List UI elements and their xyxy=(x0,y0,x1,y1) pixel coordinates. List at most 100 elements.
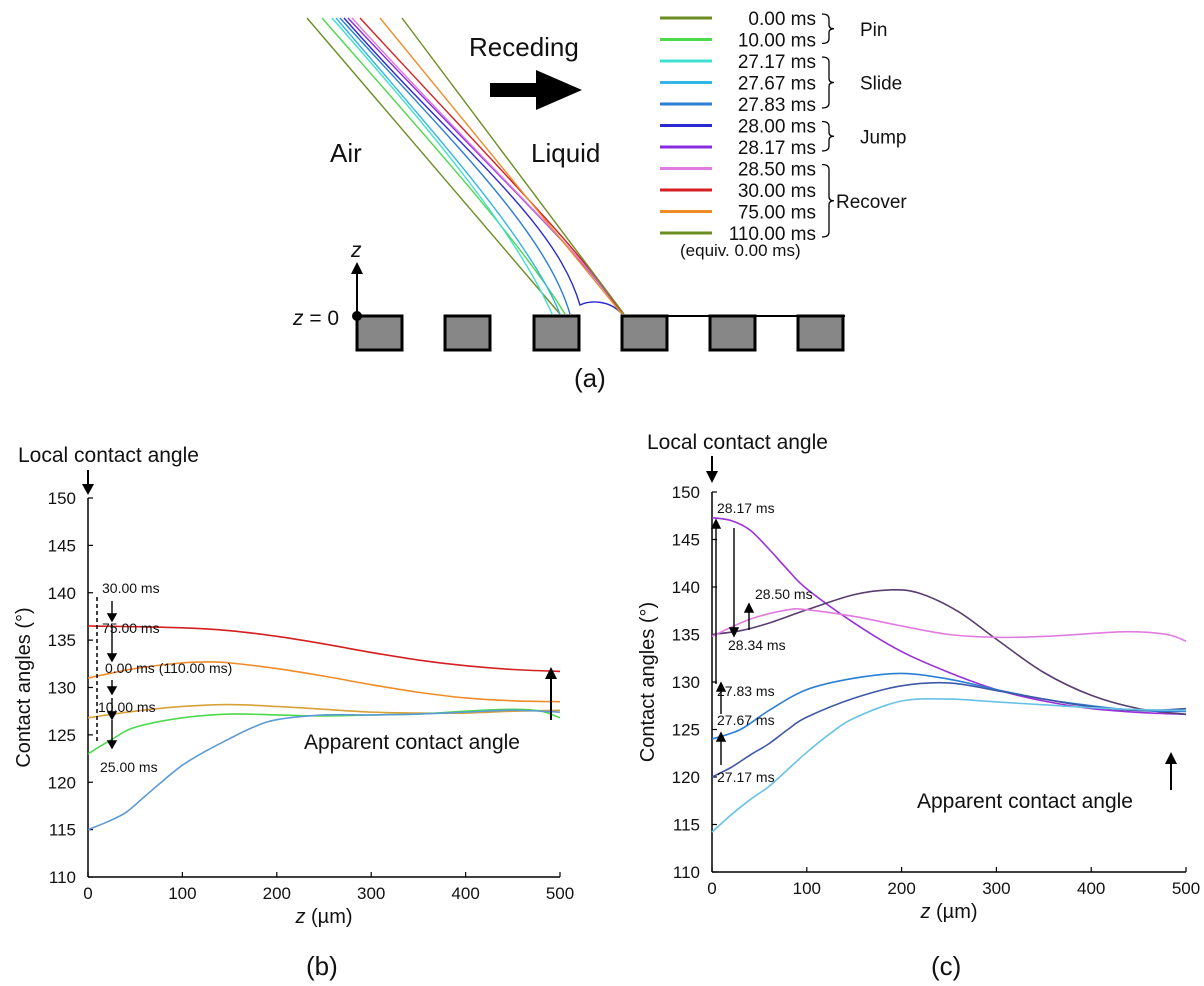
group-label: Jump xyxy=(860,127,906,148)
pillar-array xyxy=(355,314,845,352)
legend-entry: 27.67 ms xyxy=(738,74,816,95)
panel-b-chart: 0 100 200 300 400 500 110 115 120 125 130 135 140 145… xyxy=(13,444,574,981)
panel-c-apparent-label: Apparent contact angle xyxy=(917,790,1133,813)
interface-profile-line xyxy=(306,17,561,315)
y-tick-label: 135 xyxy=(48,631,76,650)
interface-profiles xyxy=(306,17,625,315)
legend-entry: 27.83 ms xyxy=(738,95,816,116)
panel-b-local-label: Local contact angle xyxy=(18,444,199,467)
interface-profile-line xyxy=(343,17,623,315)
y-tick-label: 115 xyxy=(49,821,76,840)
panel-b-jump-arrows-icon xyxy=(106,601,118,750)
panel-a-schematic: Receding Air Liquid z z = 0 0.00 ms10.00… xyxy=(292,9,907,393)
panel-c-axes: 0 100 200 300 400 500 110 115 120 125 130 135 140 145… xyxy=(637,483,1200,923)
x-tick-label: 300 xyxy=(982,879,1010,898)
x-axis-label: z (µm) xyxy=(919,901,977,923)
series-line-75-00-ms xyxy=(87,661,561,703)
panel-c-label: (c) xyxy=(931,951,961,981)
pillar xyxy=(708,314,757,352)
pillar xyxy=(443,314,492,352)
group-brace-icon xyxy=(821,120,835,152)
series-line-27-83-ms xyxy=(711,672,1187,740)
pillar xyxy=(532,314,581,352)
liquid-label: Liquid xyxy=(531,138,600,168)
group-brace-icon xyxy=(821,56,835,109)
x-tick-label: 300 xyxy=(357,884,385,903)
series-line-0-00-ms-110-00-ms- xyxy=(87,703,561,719)
panel-a-label: (a) xyxy=(574,363,606,393)
apparent-arrow-icon xyxy=(1165,752,1177,790)
panel-b-axes: 0 100 200 300 400 500 110 115 120 125 130 135 140 145… xyxy=(13,489,574,928)
y-tick-label: 130 xyxy=(48,679,76,698)
series-line-27-17-ms xyxy=(711,697,1187,833)
z-axis-arrow-icon xyxy=(351,262,363,321)
group-brace-icon xyxy=(821,13,835,45)
z-axis-label: z xyxy=(350,239,362,262)
z-zero-label: z = 0 xyxy=(292,307,339,330)
legend-entry: 10.00 ms xyxy=(738,31,816,52)
pillar xyxy=(796,314,845,352)
panel-b-label: (b) xyxy=(306,951,338,981)
pillar xyxy=(620,314,669,352)
x-tick-label: 500 xyxy=(546,884,574,903)
legend-entry: 28.17 ms xyxy=(738,138,816,159)
series-line-27-67-ms xyxy=(711,681,1187,778)
y-tick-label: 130 xyxy=(672,673,700,692)
legend-entry: 30.00 ms xyxy=(738,181,816,202)
x-tick-label: 0 xyxy=(707,879,716,898)
pillar xyxy=(355,314,404,352)
y-tick-label: 120 xyxy=(48,773,76,792)
y-tick-label: 145 xyxy=(672,531,700,550)
x-tick-label: 100 xyxy=(793,879,821,898)
panel-b-label-10ms: 10.00 ms xyxy=(98,699,156,715)
y-tick-label: 150 xyxy=(672,483,700,502)
local-arrow-icon xyxy=(82,470,94,495)
legend-entry: 75.00 ms xyxy=(738,203,816,224)
panel-b-label-0ms: 0.00 ms (110.00 ms) xyxy=(105,660,232,676)
y-tick-label: 135 xyxy=(672,626,700,645)
series-line-28-17-ms xyxy=(711,516,1187,716)
group-label: Pin xyxy=(860,20,887,41)
y-tick-label: 140 xyxy=(48,584,76,603)
series-line-28-50-ms xyxy=(711,607,1187,642)
panel-c-label-2767ms: 27.67 ms xyxy=(717,712,775,728)
x-tick-label: 200 xyxy=(887,879,915,898)
y-tick-label: 145 xyxy=(48,536,76,555)
x-axis-label: z (µm) xyxy=(294,906,352,928)
panel-b-apparent-label: Apparent contact angle xyxy=(304,731,520,754)
x-tick-label: 500 xyxy=(1172,879,1200,898)
panel-c-label-2850ms: 28.50 ms xyxy=(755,586,813,602)
y-tick-label: 125 xyxy=(48,726,76,745)
y-tick-label: 110 xyxy=(673,863,700,882)
legend-entry: 110.00 ms xyxy=(729,224,816,245)
panel-b-label-30ms: 30.00 ms xyxy=(102,580,160,596)
panel-c-jump-arrows-icon xyxy=(710,518,755,765)
y-axis-label: Contact angles (°) xyxy=(637,602,659,762)
panel-c-local-label: Local contact angle xyxy=(647,431,828,454)
panel-c-chart: 0 100 200 300 400 500 110 115 120 125 130 135 140 145… xyxy=(637,431,1200,981)
y-tick-label: 120 xyxy=(672,768,700,787)
legend-entry: 28.00 ms xyxy=(738,117,816,138)
local-arrow-icon xyxy=(706,456,718,483)
receding-arrow-icon xyxy=(490,70,582,110)
series-line-28-34-ms xyxy=(711,589,1187,716)
panel-c-label-2834ms: 28.34 ms xyxy=(728,637,786,653)
legend-entry: 27.17 ms xyxy=(738,52,816,73)
series-line-25-00-ms xyxy=(87,709,561,831)
series-line-30-00-ms xyxy=(87,625,561,673)
group-label: Slide xyxy=(860,74,902,95)
x-tick-label: 400 xyxy=(1077,879,1105,898)
group-label: Recover xyxy=(836,192,907,213)
y-tick-label: 125 xyxy=(672,721,700,740)
y-tick-label: 150 xyxy=(48,489,76,508)
interface-profile-line xyxy=(379,17,623,315)
interface-profile-line xyxy=(401,17,625,315)
y-tick-label: 110 xyxy=(49,868,76,887)
x-tick-label: 0 xyxy=(83,884,92,903)
x-tick-label: 100 xyxy=(168,884,196,903)
y-tick-label: 115 xyxy=(673,816,700,835)
x-tick-label: 200 xyxy=(263,884,291,903)
panel-b-label-25ms: 25.00 ms xyxy=(100,759,158,775)
